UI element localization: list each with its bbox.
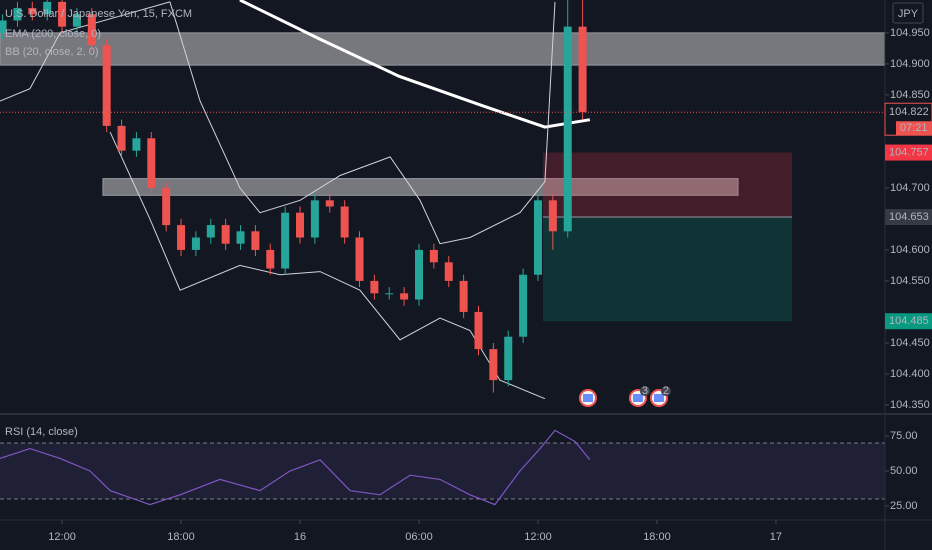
y-tick-label: 104.850 — [890, 89, 930, 101]
y-tick-label: 104.550 — [890, 275, 930, 287]
rsi-pane — [0, 429, 885, 506]
price-label — [885, 209, 932, 226]
event-badge-label: 2 — [663, 385, 669, 397]
rsi-tick-label: 75.00 — [890, 430, 918, 442]
y-tick-label: 104.450 — [890, 337, 930, 349]
event-badge-label: 3 — [642, 385, 648, 397]
rsi-tick-label: 25.00 — [890, 500, 918, 512]
currency-box — [892, 2, 924, 24]
candle-body — [266, 249, 275, 269]
candle-body — [13, 8, 22, 21]
countdown-box — [896, 121, 932, 136]
candle-body — [296, 212, 305, 238]
candle-body — [43, 1, 52, 15]
y-tick-label: 104.900 — [890, 58, 930, 70]
candle-body — [28, 8, 37, 15]
event-badge — [639, 386, 650, 396]
currency: JPY — [898, 8, 919, 20]
x-tick-label: 16 — [294, 531, 306, 543]
candle-body — [177, 225, 186, 250]
current-price-text: 104.822 — [889, 106, 929, 118]
rsi-line — [0, 429, 591, 506]
x-tick-label: 12:00 — [48, 531, 76, 543]
candle-body — [281, 212, 290, 269]
candle-body — [162, 187, 171, 226]
y-tick-label: 104.950 — [890, 27, 930, 39]
candle-body — [310, 200, 319, 238]
chart-title: U.S. Dollar / Japanese Yen, 15, FXCM — [5, 8, 192, 20]
candle-body — [340, 206, 349, 238]
candle-body — [147, 138, 156, 188]
candle-body — [251, 231, 260, 250]
x-tick-label: 18:00 — [167, 531, 195, 543]
candle-body — [429, 249, 438, 263]
stop-zone — [542, 152, 792, 218]
candle-body — [58, 1, 67, 27]
x-tick-label: 18:00 — [643, 531, 671, 543]
candle-body — [132, 138, 141, 151]
indicator-line — [239, 0, 591, 129]
price-label — [885, 144, 932, 161]
candle-body — [385, 293, 394, 295]
y-tick-label: 104.600 — [890, 244, 930, 256]
candle-body — [102, 45, 111, 126]
candle-body — [459, 280, 468, 312]
candle-body — [87, 14, 96, 46]
event-flag-stripes — [653, 394, 664, 402]
candle-body — [489, 349, 498, 381]
price-label-text: 104.485 — [889, 315, 929, 327]
candle-body — [504, 336, 513, 381]
candle-body — [325, 200, 334, 207]
legend-ema: EMA (200, close, 0) — [5, 28, 101, 40]
candle-body — [444, 262, 453, 281]
axes: 75.00 50.00 25.00 104.950 104.900 104.850 104.… — [48, 27, 932, 543]
x-tick-label: 12:00 — [524, 531, 552, 543]
candle-body — [474, 311, 483, 350]
zone — [102, 178, 739, 196]
event-flag-stripes — [632, 394, 643, 402]
target-zone — [542, 217, 792, 322]
candle-body — [221, 225, 230, 244]
candle-body — [0, 20, 7, 33]
rsi-title: RSI (14, close) — [5, 426, 78, 438]
candle-body — [355, 237, 364, 281]
y-tick-label: 104.700 — [890, 182, 930, 194]
indicator-line — [0, 1, 556, 245]
candle-body — [400, 293, 409, 300]
candle-body — [415, 249, 424, 300]
candle-body — [117, 125, 126, 151]
candle-body — [578, 26, 587, 113]
candle-body — [548, 200, 557, 232]
price-label — [885, 313, 932, 330]
candle-body — [191, 237, 200, 250]
candle-body — [72, 14, 81, 27]
event-badge — [660, 386, 671, 396]
y-tick-label: 104.350 — [890, 399, 930, 411]
candle-body — [236, 231, 245, 244]
rsi-band — [0, 443, 885, 499]
candle-body — [533, 200, 542, 275]
candle-body — [370, 280, 379, 294]
rsi-tick-label: 50.00 — [890, 465, 918, 477]
event-flag-stripes — [582, 394, 593, 402]
x-tick-label: 17 — [770, 531, 782, 543]
zone — [0, 32, 885, 66]
price-label-text: 104.653 — [889, 211, 929, 223]
candle-body — [563, 26, 572, 232]
y-tick-label: 104.400 — [890, 368, 930, 380]
candle-body — [206, 225, 215, 238]
candle-body — [519, 274, 528, 337]
price-label-text: 104.757 — [889, 146, 929, 158]
x-tick-label: 06:00 — [405, 531, 433, 543]
legend-bb: BB (20, close, 2, 0) — [5, 46, 99, 58]
countdown-text: 07:21 — [900, 122, 928, 134]
